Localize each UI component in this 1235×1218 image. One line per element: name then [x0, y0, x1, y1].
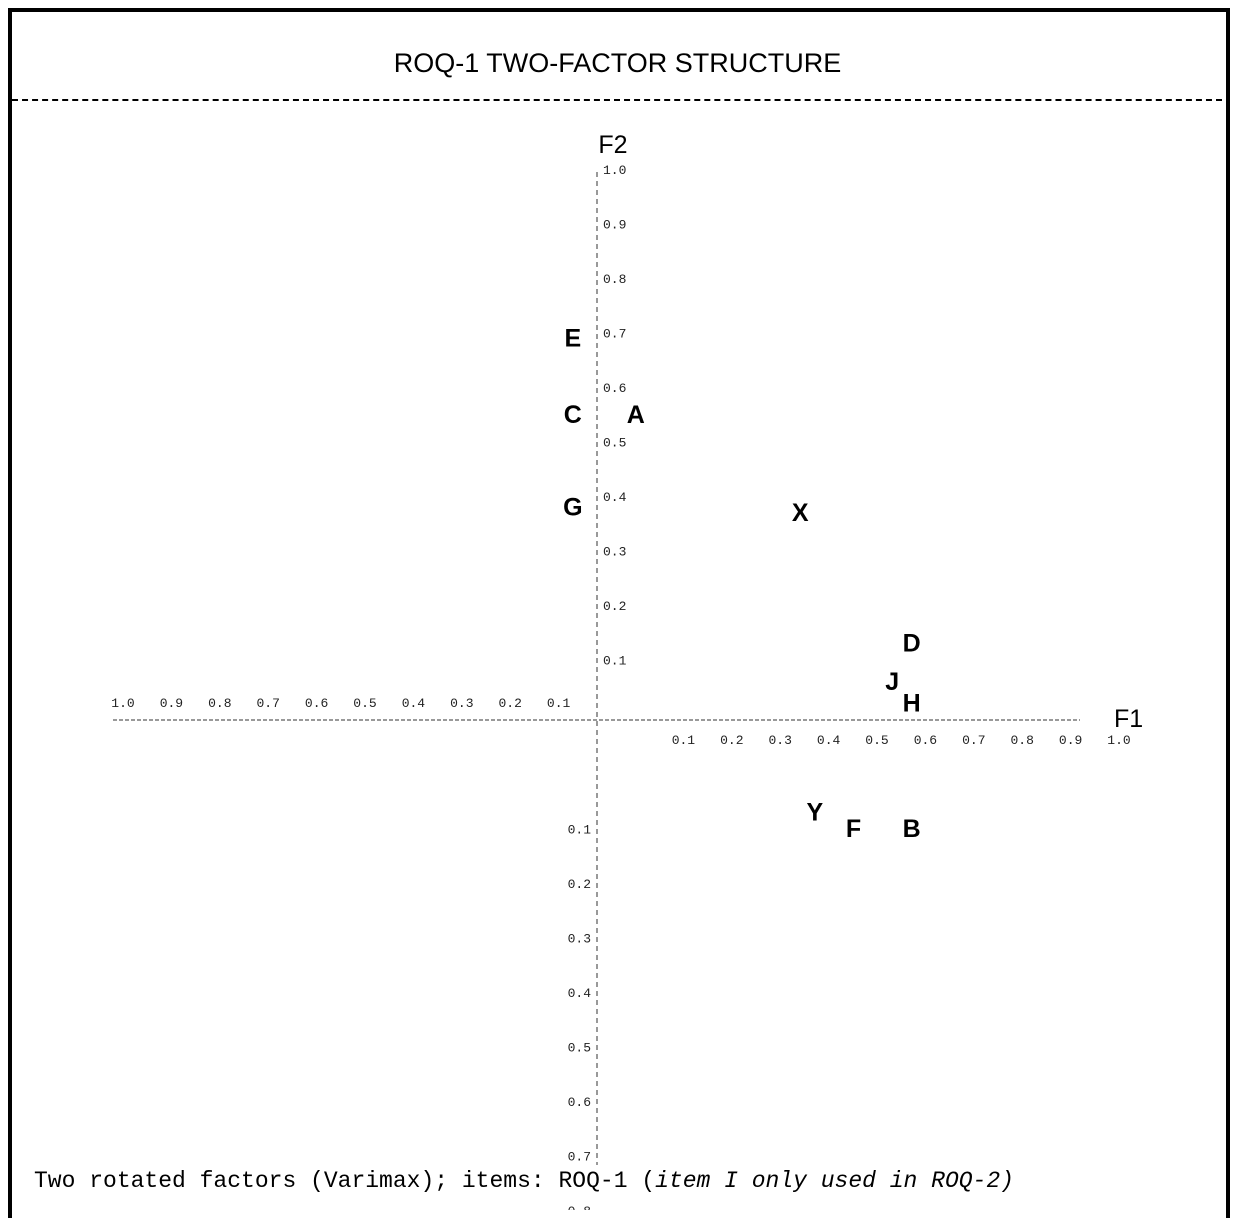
y-tick-label: 0.3: [603, 545, 626, 560]
data-point-a: A: [627, 401, 645, 429]
x-tick-label: 0.1: [672, 733, 696, 748]
data-point-j: J: [885, 668, 899, 696]
data-point-d: D: [903, 630, 921, 658]
data-point-f: F: [846, 815, 861, 843]
x-tick-label: 0.4: [817, 733, 841, 748]
caption: Two rotated factors (Varimax); items: RO…: [34, 1168, 1014, 1194]
x-tick-label: 0.3: [450, 696, 473, 711]
chart-title: ROQ-1 TWO-FACTOR STRUCTURE: [393, 48, 842, 78]
x-tick-label: 0.3: [768, 733, 791, 748]
x-tick-label: 0.8: [1010, 733, 1033, 748]
data-point-y: Y: [806, 799, 823, 827]
y-tick-label: 0.6: [603, 381, 626, 396]
y-tick-label: 0.5: [568, 1041, 591, 1056]
x-tick-label: 0.6: [914, 733, 937, 748]
x-tick-label: 0.8: [208, 696, 231, 711]
x-tick-label: 0.1: [547, 696, 571, 711]
y-tick-label: 0.3: [568, 932, 591, 947]
y-tick-label: 0.6: [568, 1095, 591, 1110]
y-tick-label: 0.9: [603, 218, 626, 233]
caption-main: Two rotated factors (Varimax); items: RO…: [34, 1168, 656, 1194]
y-tick-label: 0.5: [603, 436, 626, 451]
x-tick-label: 0.7: [256, 696, 279, 711]
x-tick-label: 0.7: [962, 733, 985, 748]
data-point-c: C: [564, 401, 582, 429]
y-tick-label: 1.0: [603, 163, 626, 178]
x-axis-label: F1: [1114, 705, 1143, 733]
x-tick-label: 0.9: [1059, 733, 1082, 748]
x-tick-label: 0.5: [865, 733, 888, 748]
x-tick-label: 1.0: [111, 696, 134, 711]
x-tick-label: 0.6: [305, 696, 328, 711]
y-axis-label: F2: [598, 131, 627, 159]
y-tick-label: 0.2: [568, 877, 591, 892]
x-tick-label: 0.2: [720, 733, 743, 748]
y-tick-label: 0.8: [603, 272, 626, 287]
x-tick-label: 0.9: [160, 696, 183, 711]
y-tick-label: 0.1: [603, 654, 627, 669]
data-point-g: G: [563, 493, 582, 521]
y-tick-label: 0.1: [568, 823, 592, 838]
data-point-e: E: [564, 325, 581, 353]
x-tick-label: 0.2: [498, 696, 521, 711]
x-tick-label: 1.0: [1107, 733, 1130, 748]
y-tick-label: 0.7: [568, 1150, 591, 1165]
title-divider: [12, 99, 1222, 101]
y-tick-label: 0.7: [603, 327, 626, 342]
data-point-b: B: [903, 815, 921, 843]
caption-note: item I only used in ROQ-2): [655, 1168, 1014, 1194]
data-point-x: X: [792, 499, 809, 527]
chart-frame: [8, 8, 1230, 1218]
x-tick-label: 0.4: [402, 696, 426, 711]
y-tick-label: 0.8: [568, 1204, 591, 1210]
y-tick-label: 0.2: [603, 599, 626, 614]
y-tick-label: 0.4: [568, 986, 592, 1001]
y-tick-label: 0.4: [603, 490, 627, 505]
x-tick-label: 0.5: [353, 696, 376, 711]
data-point-h: H: [903, 690, 921, 718]
